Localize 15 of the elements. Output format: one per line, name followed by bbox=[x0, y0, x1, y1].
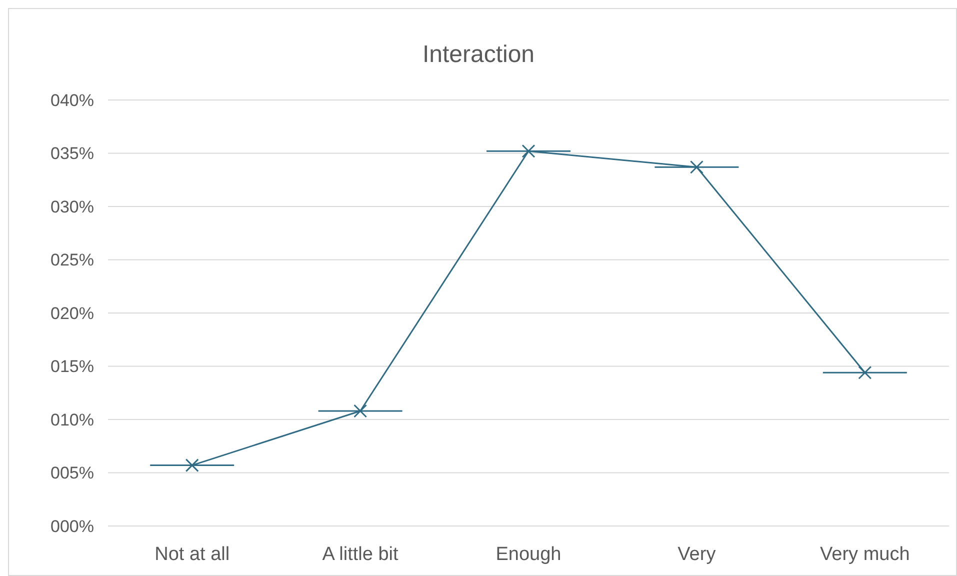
x-tick-label: Enough bbox=[496, 544, 562, 565]
x-tick-label: Not at all bbox=[154, 544, 230, 565]
y-tick-label: 015% bbox=[50, 357, 94, 376]
y-tick-label: 040% bbox=[50, 90, 94, 110]
y-tick-label: 000% bbox=[50, 516, 94, 536]
y-tick-label: 005% bbox=[50, 464, 94, 483]
x-tick-label: Very bbox=[678, 544, 716, 565]
y-tick-label: 025% bbox=[50, 250, 94, 270]
chart-title: Interaction bbox=[422, 41, 535, 68]
x-tick-label: Very much bbox=[820, 544, 910, 565]
y-tick-label: 020% bbox=[50, 304, 94, 323]
x-tick-label: A little bit bbox=[322, 544, 400, 565]
y-tick-label: 030% bbox=[50, 197, 94, 216]
y-tick-label: 010% bbox=[50, 410, 94, 430]
y-tick-label: 035% bbox=[50, 144, 94, 164]
